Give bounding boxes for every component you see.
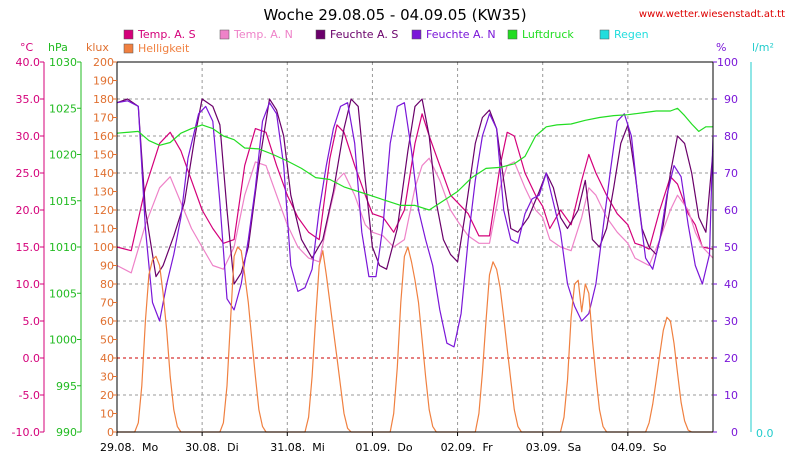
x-tick-label: 01.09. Do [355,441,412,454]
axes-layer: 40.0 35.0 30.0 25.0 20.0 15.0 10.0 5.0 0.0 -5.0 -1… [12,56,752,454]
x-tick-label: 03.09. Sa [526,441,582,454]
humidity-tick-label: 50 [724,241,738,254]
legend-label: Regen [614,28,649,41]
series-layer [116,98,714,433]
lux-tick-label: 150 [93,149,114,162]
humidity-tick-label: 100 [717,56,738,69]
humidity-tick-label: 30 [724,315,738,328]
lux-tick-label: 10 [100,408,114,421]
legend-swatch [315,29,326,40]
pressure-tick-label: 1015 [49,195,77,208]
lux-tick-label: 190 [93,75,114,88]
legend: Temp. A. S Temp. A. N Feuchte A. S Feuchte … [123,28,649,55]
lux-tick-label: 80 [100,278,114,291]
legend-label: Temp. A. N [233,28,293,41]
rain-unit-label: l/m² [752,41,774,54]
legend-label: Luftdruck [522,28,574,41]
temp-tick-label: 5.0 [23,315,41,328]
legend-swatch [219,29,230,40]
humidity-tick-label: 10 [724,389,738,402]
x-tick-label: 31.08. Mi [270,441,325,454]
series-line-feuchte-a-n [116,100,714,348]
temp-tick-label: 25.0 [16,167,41,180]
lux-tick-label: 130 [93,186,114,199]
humidity-tick-label: 90 [724,93,738,106]
series-line-temp-a-n [116,157,714,274]
lux-tick-label: 140 [93,167,114,180]
legend-label: Feuchte A. N [426,28,496,41]
series-line-luftdruck [116,107,713,211]
lux-tick-label: 70 [100,297,114,310]
pressure-tick-label: 1030 [49,56,77,69]
lux-tick-label: 90 [100,260,114,273]
pressure-tick-label: 1005 [49,287,77,300]
humidity-unit-label: % [716,41,726,54]
pressure-tick-label: 990 [56,426,77,439]
humidity-tick-label: 60 [724,204,738,217]
temp-tick-label: -5.0 [19,389,40,402]
lux-tick-label: 20 [100,389,114,402]
legend-swatch [411,29,422,40]
legend-swatch [507,29,518,40]
lux-tick-label: 170 [93,112,114,125]
legend-swatch [123,29,134,40]
x-tick-label: 04.09. So [611,441,667,454]
lux-tick-label: 30 [100,371,114,384]
humidity-tick-label: 40 [724,278,738,291]
temp-tick-label: 20.0 [16,204,41,217]
lux-tick-label: 50 [100,334,114,347]
temp-tick-label: 40.0 [16,56,41,69]
chart-title: Woche 29.08.05 - 04.09.05 (KW35) [263,6,526,24]
lux-tick-label: 200 [93,56,114,69]
pressure-unit-label: hPa [48,41,68,54]
source-link[interactable]: www.wetter.wiesenstadt.at.tt [639,9,785,20]
legend-swatch [599,29,610,40]
lux-tick-label: 180 [93,93,114,106]
temp-tick-label: 15.0 [16,241,41,254]
lux-tick-label: 160 [93,130,114,143]
lux-tick-label: 110 [93,223,114,236]
humidity-tick-label: 80 [724,130,738,143]
temp-tick-label: -10.0 [12,426,40,439]
lux-unit-label: klux [86,41,109,54]
humidity-tick-label: 20 [724,352,738,365]
pressure-tick-label: 1000 [49,334,77,347]
lux-tick-label: 40 [100,352,114,365]
x-tick-label: 29.08. Mo [100,441,158,454]
lux-tick-label: 0 [107,426,114,439]
legend-label: Temp. A. S [137,28,196,41]
pressure-tick-label: 1020 [49,149,77,162]
lux-tick-label: 120 [93,204,114,217]
lux-tick-label: 100 [93,241,114,254]
legend-label: Helligkeit [138,42,190,55]
series-line-helligkeit [117,246,713,433]
humidity-tick-label: 0 [731,426,738,439]
legend-swatch [123,43,134,54]
temp-tick-label: 0.0 [23,352,41,365]
series-line-temp-a-s [116,113,714,252]
temp-tick-label: 10.0 [16,278,41,291]
lux-tick-label: 60 [100,315,114,328]
humidity-tick-label: 70 [724,167,738,180]
pressure-tick-label: 1010 [49,241,77,254]
rain-value-label: 0.0 [756,427,774,440]
series-line-feuchte-a-s [116,98,714,285]
temp-tick-label: 35.0 [16,93,41,106]
x-tick-label: 02.09. Fr [441,441,494,454]
legend-label: Feuchte A. S [330,28,398,41]
x-tick-label: 30.08. Di [185,441,239,454]
pressure-tick-label: 995 [56,380,77,393]
temp-unit-label: °C [20,41,34,54]
temp-tick-label: 30.0 [16,130,41,143]
pressure-tick-label: 1025 [49,102,77,115]
